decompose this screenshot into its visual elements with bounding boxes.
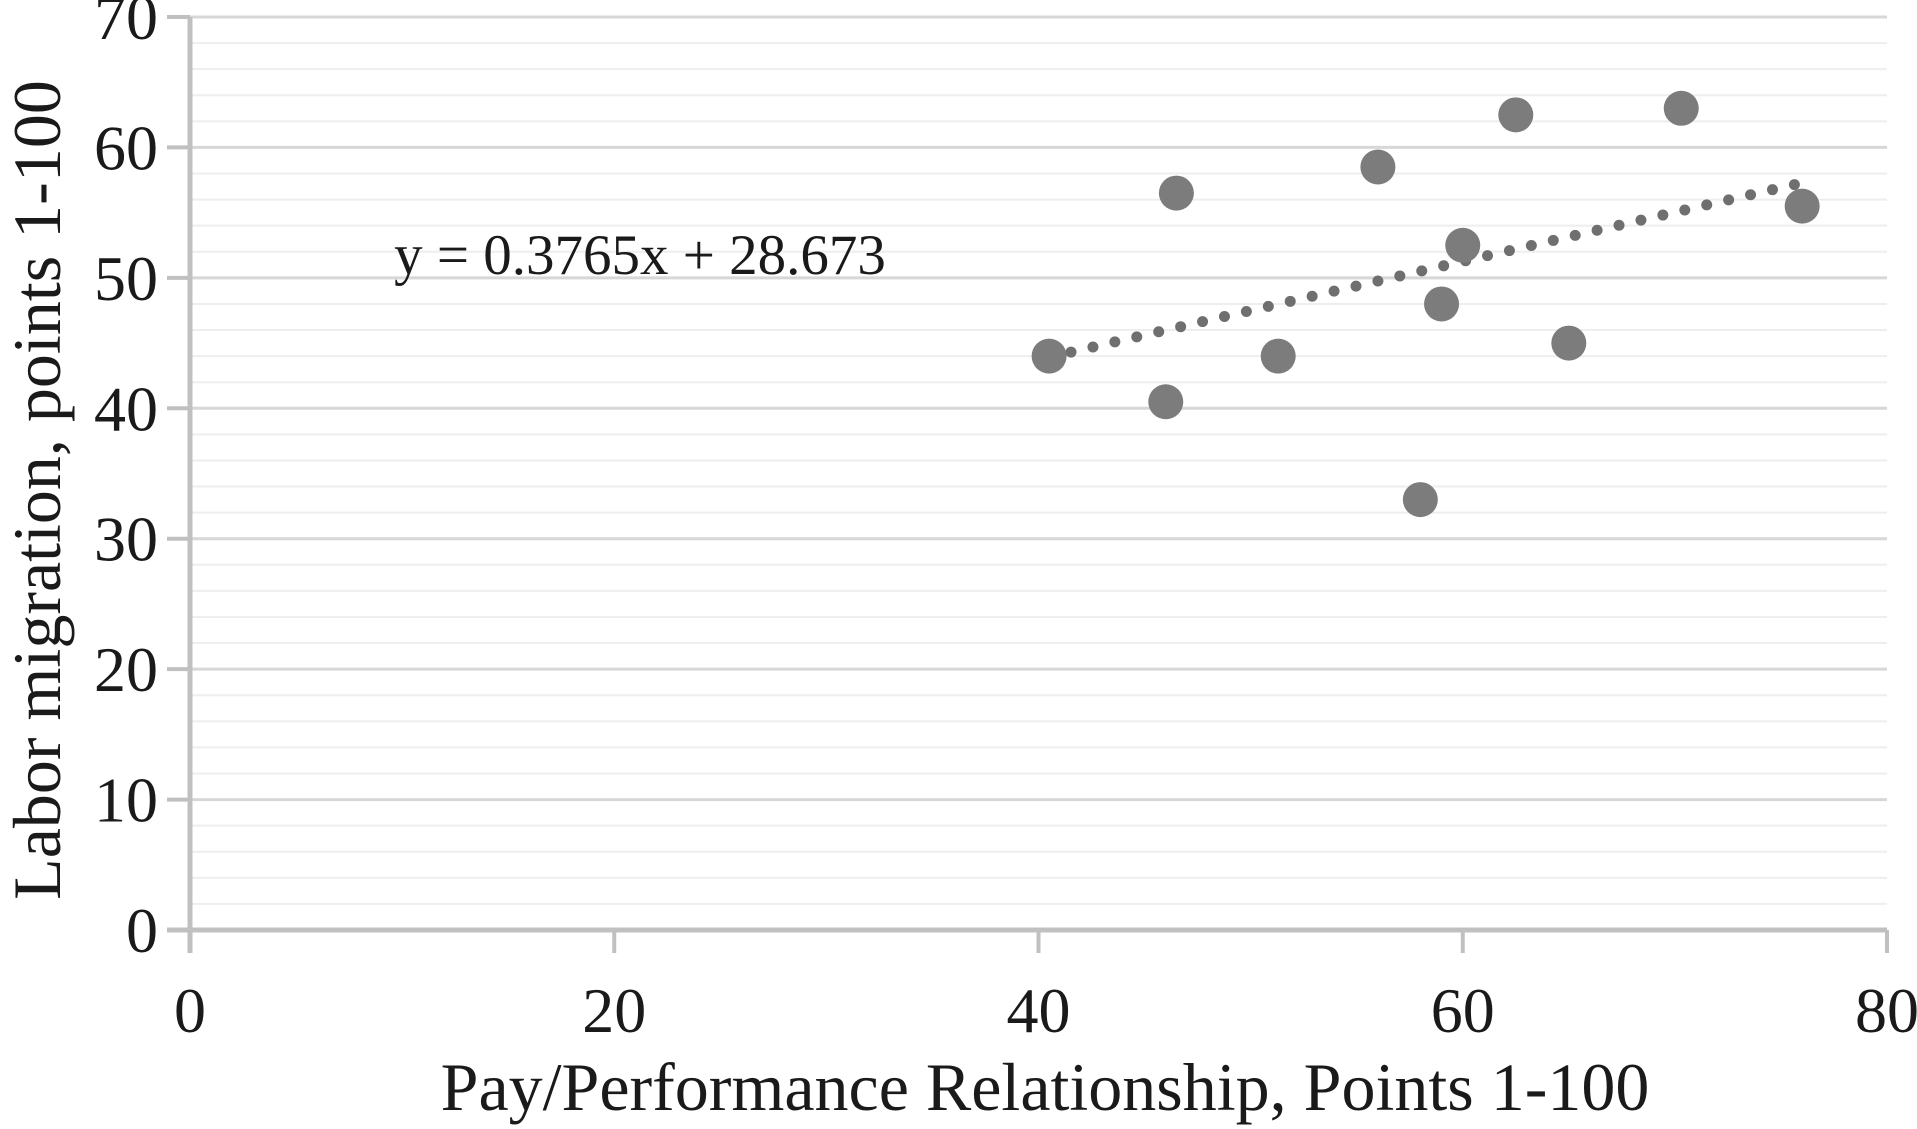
tick-labels: 0 10 20 30 40 50 60 70 0 20 40 60 80 <box>94 0 1917 1046</box>
scatter-point <box>1148 384 1184 420</box>
scatter-point <box>1784 188 1820 224</box>
y-tick-label: 10 <box>94 765 158 836</box>
scatter-point <box>1445 227 1481 263</box>
x-tick-label: 40 <box>1007 975 1071 1046</box>
scatter-point <box>1360 149 1396 185</box>
y-tick-label: 40 <box>94 373 158 444</box>
axes <box>167 15 1889 953</box>
scatter-point <box>1498 97 1534 133</box>
scatter-point <box>1158 175 1194 211</box>
y-tick-label: 50 <box>94 243 158 314</box>
minor-gridlines <box>190 42 1887 905</box>
x-axis-title: Pay/Performance Relationship, Points 1-1… <box>441 1049 1650 1125</box>
y-tick-label: 60 <box>94 112 158 183</box>
scatter-point <box>1402 482 1438 518</box>
trendline <box>1043 177 1808 363</box>
scatter-point <box>1031 338 1067 374</box>
scatter-points <box>1031 90 1820 518</box>
x-tick-label: 60 <box>1431 975 1495 1046</box>
x-tick-label: 20 <box>582 975 646 1046</box>
x-tick-label: 80 <box>1855 975 1917 1046</box>
y-tick-label: 0 <box>126 895 158 966</box>
y-tick-label: 30 <box>94 504 158 575</box>
trendline-equation-label: y = 0.3765x + 28.673 <box>394 224 886 287</box>
major-gridlines <box>190 15 1887 802</box>
scatter-point <box>1260 338 1296 374</box>
scatter-point <box>1551 325 1587 361</box>
scatter-point <box>1663 90 1699 126</box>
y-axis-title: Labor migration, points 1-100 <box>0 80 75 900</box>
y-tick-label: 70 <box>94 0 158 53</box>
y-tick-label: 20 <box>94 634 158 705</box>
scatter-point <box>1424 286 1460 322</box>
trendline-dotted <box>1043 177 1808 363</box>
x-tick-label: 0 <box>174 975 206 1046</box>
